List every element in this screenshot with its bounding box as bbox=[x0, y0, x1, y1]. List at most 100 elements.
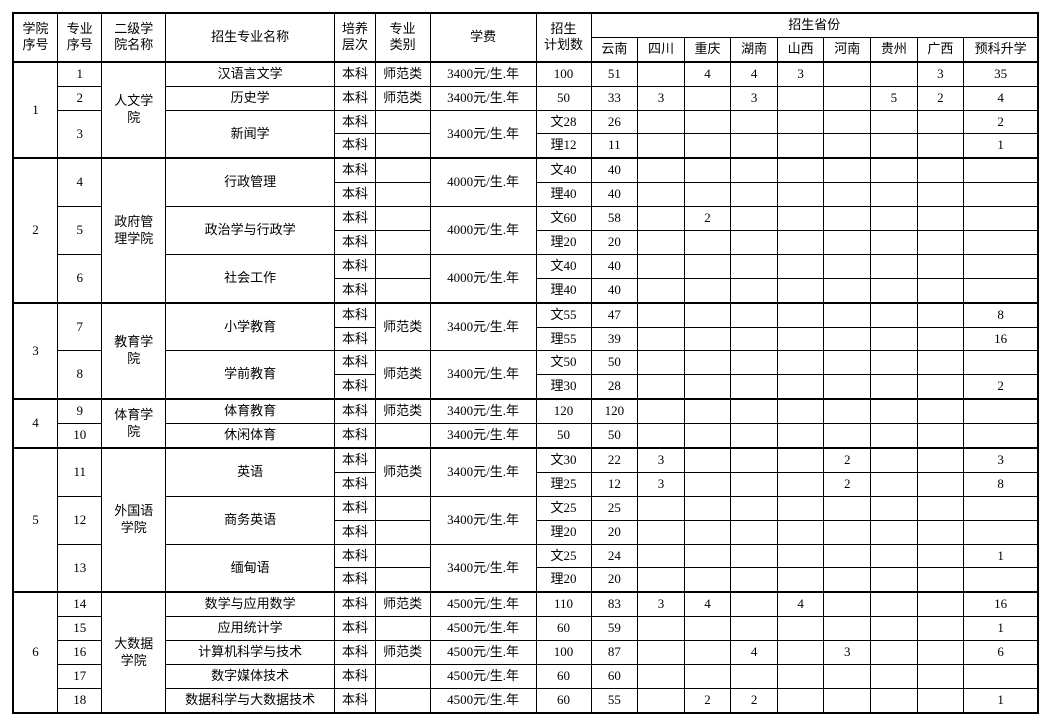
cell-major-name: 政治学与行政学 bbox=[165, 207, 334, 255]
cell-province bbox=[917, 520, 964, 544]
cell-province: 4 bbox=[964, 86, 1038, 110]
cell-province bbox=[917, 351, 964, 375]
cell-province bbox=[684, 472, 731, 496]
cell-province bbox=[684, 327, 731, 351]
cell-province bbox=[638, 278, 685, 302]
cell-province bbox=[917, 278, 964, 302]
cell-jhs: 理12 bbox=[536, 134, 591, 158]
cell-college-idx: 3 bbox=[13, 303, 57, 400]
cell-zylb bbox=[375, 568, 430, 592]
cell-province bbox=[871, 254, 918, 278]
cell-province bbox=[731, 520, 778, 544]
th-province: 重庆 bbox=[684, 37, 731, 61]
cell-zylb: 师范类 bbox=[375, 351, 430, 399]
th-zyxh: 专业序号 bbox=[57, 13, 101, 62]
cell-province bbox=[871, 278, 918, 302]
th-zsjhs: 招生计划数 bbox=[536, 13, 591, 62]
cell-pycc: 本科 bbox=[335, 134, 375, 158]
cell-pycc: 本科 bbox=[335, 424, 375, 448]
table-row: 17数字媒体技术本科4500元/生.年6060 bbox=[13, 665, 1038, 689]
cell-province bbox=[684, 617, 731, 641]
cell-pycc: 本科 bbox=[335, 303, 375, 327]
cell-province: 8 bbox=[964, 303, 1038, 327]
table-row: 8学前教育本科师范类3400元/生.年文5050 bbox=[13, 351, 1038, 375]
cell-province bbox=[824, 399, 871, 423]
cell-pycc: 本科 bbox=[335, 472, 375, 496]
cell-province: 1 bbox=[964, 617, 1038, 641]
cell-province bbox=[638, 688, 685, 712]
cell-province bbox=[871, 62, 918, 86]
cell-province bbox=[871, 134, 918, 158]
cell-province bbox=[964, 158, 1038, 182]
cell-province: 1 bbox=[964, 134, 1038, 158]
cell-province bbox=[638, 520, 685, 544]
cell-province bbox=[638, 62, 685, 86]
cell-major-idx: 17 bbox=[57, 665, 101, 689]
cell-province bbox=[917, 617, 964, 641]
cell-province bbox=[638, 183, 685, 207]
cell-province: 40 bbox=[591, 254, 638, 278]
cell-province: 2 bbox=[964, 375, 1038, 399]
cell-province bbox=[824, 254, 871, 278]
cell-province bbox=[638, 207, 685, 231]
cell-jhs: 50 bbox=[536, 424, 591, 448]
th-province: 贵州 bbox=[871, 37, 918, 61]
cell-province bbox=[824, 183, 871, 207]
cell-province bbox=[824, 86, 871, 110]
cell-xf: 3400元/生.年 bbox=[430, 303, 536, 351]
cell-major-idx: 1 bbox=[57, 62, 101, 86]
cell-pycc: 本科 bbox=[335, 158, 375, 182]
cell-province bbox=[917, 665, 964, 689]
th-province: 山西 bbox=[777, 37, 824, 61]
cell-province bbox=[777, 327, 824, 351]
cell-zylb: 师范类 bbox=[375, 448, 430, 496]
cell-province: 51 bbox=[591, 62, 638, 86]
cell-jhs: 60 bbox=[536, 617, 591, 641]
cell-province bbox=[871, 158, 918, 182]
cell-major-name: 商务英语 bbox=[165, 496, 334, 544]
cell-province: 59 bbox=[591, 617, 638, 641]
cell-major-name: 英语 bbox=[165, 448, 334, 496]
cell-pycc: 本科 bbox=[335, 568, 375, 592]
cell-province bbox=[777, 254, 824, 278]
cell-province bbox=[871, 688, 918, 712]
cell-major-name: 体育教育 bbox=[165, 399, 334, 423]
cell-province bbox=[684, 399, 731, 423]
cell-major-name: 计算机科学与技术 bbox=[165, 641, 334, 665]
cell-province bbox=[917, 231, 964, 255]
cell-pycc: 本科 bbox=[335, 496, 375, 520]
th-province: 广西 bbox=[917, 37, 964, 61]
cell-province: 40 bbox=[591, 158, 638, 182]
cell-xf: 4500元/生.年 bbox=[430, 641, 536, 665]
cell-province: 47 bbox=[591, 303, 638, 327]
cell-college-idx: 5 bbox=[13, 448, 57, 592]
cell-pycc: 本科 bbox=[335, 520, 375, 544]
cell-major-name: 应用统计学 bbox=[165, 617, 334, 641]
cell-province: 16 bbox=[964, 327, 1038, 351]
cell-province bbox=[964, 231, 1038, 255]
cell-zylb bbox=[375, 278, 430, 302]
cell-province bbox=[871, 496, 918, 520]
cell-province bbox=[824, 592, 871, 616]
cell-province: 4 bbox=[731, 641, 778, 665]
cell-zylb bbox=[375, 424, 430, 448]
cell-province bbox=[638, 158, 685, 182]
cell-province bbox=[638, 641, 685, 665]
cell-province bbox=[871, 544, 918, 568]
cell-xf: 3400元/生.年 bbox=[430, 544, 536, 592]
cell-province bbox=[777, 472, 824, 496]
cell-xf: 4000元/生.年 bbox=[430, 207, 536, 255]
cell-pycc: 本科 bbox=[335, 86, 375, 110]
th-xyxh: 学院序号 bbox=[13, 13, 57, 62]
cell-province: 4 bbox=[684, 592, 731, 616]
cell-province bbox=[638, 254, 685, 278]
cell-province bbox=[917, 496, 964, 520]
cell-province: 5 bbox=[871, 86, 918, 110]
cell-jhs: 文40 bbox=[536, 158, 591, 182]
cell-province bbox=[731, 568, 778, 592]
cell-province bbox=[824, 496, 871, 520]
cell-province: 120 bbox=[591, 399, 638, 423]
cell-province bbox=[731, 351, 778, 375]
cell-major-name: 社会工作 bbox=[165, 254, 334, 302]
cell-province bbox=[871, 448, 918, 472]
